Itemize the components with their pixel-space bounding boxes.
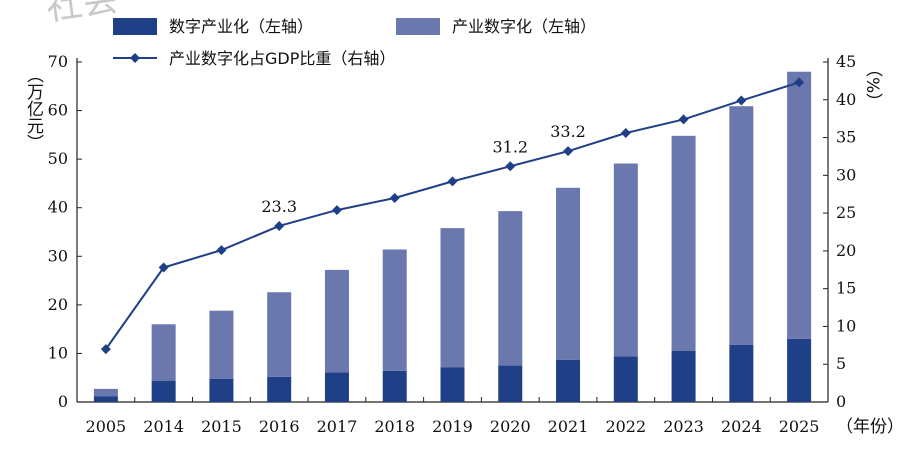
bar-digital-industrialization <box>209 378 234 402</box>
legend-label-digital-industrialization: 数字产业化（左轴） <box>169 17 313 36</box>
gdp-share-marker <box>100 344 111 355</box>
left-axis-unit-label: （万亿元） <box>23 66 44 151</box>
bar-digital-industrialization <box>93 396 118 402</box>
right-tick-label: 45 <box>836 52 856 71</box>
left-tick-label: 0 <box>58 392 68 411</box>
x-tick-label: 2023 <box>663 417 704 436</box>
left-tick-label: 30 <box>48 246 68 265</box>
bar-digital-industrialization <box>324 372 349 402</box>
bar-industrial-digitization <box>151 324 176 381</box>
bar-industrial-digitization <box>267 292 292 377</box>
left-tick-label: 70 <box>48 52 68 71</box>
right-tick-label: 15 <box>836 279 856 298</box>
gdp-share-marker <box>678 114 689 125</box>
data-labels-group: 23.3 31.2 33.2 <box>261 122 585 216</box>
gdp-share-marker <box>331 205 342 216</box>
x-tick-label: 2017 <box>317 417 358 436</box>
legend-label-gdp-share: 产业数字化占GDP比重（右轴） <box>169 49 395 68</box>
x-tick-label: 2025 <box>779 417 820 436</box>
x-axis-unit-label: （年份） <box>836 417 904 437</box>
gdp-share-marker <box>794 77 805 88</box>
bar-digital-industrialization <box>267 376 292 402</box>
legend-label-industrial-digitization: 产业数字化（左轴） <box>452 17 596 36</box>
watermark-text: 社会 <box>44 0 121 29</box>
bar-digital-industrialization <box>671 351 696 402</box>
bar-industrial-digitization <box>729 106 754 345</box>
gdp-share-marker <box>563 146 574 157</box>
right-tick-label: 20 <box>836 241 856 260</box>
right-tick-label: 35 <box>836 128 856 147</box>
gdp-share-marker <box>158 262 169 273</box>
bar-digital-industrialization <box>729 344 754 402</box>
bar-digital-industrialization <box>440 367 465 402</box>
gdp-share-marker <box>447 176 458 187</box>
data-label: 23.3 <box>261 197 297 216</box>
watermark: 社会 <box>44 0 121 29</box>
gdp-share-marker <box>274 220 285 231</box>
right-tick-label: 5 <box>836 354 846 373</box>
bars-group <box>93 71 812 402</box>
left-tick-label: 20 <box>48 295 68 314</box>
line-series-group <box>100 77 805 355</box>
bar-industrial-digitization <box>382 249 407 371</box>
bar-digital-industrialization <box>498 365 523 402</box>
bar-digital-industrialization <box>151 380 176 402</box>
legend-swatch-digital-industrialization <box>113 18 157 35</box>
x-tick-label: 2018 <box>374 417 415 436</box>
x-tick-label: 2016 <box>259 417 300 436</box>
gdp-share-marker <box>620 128 631 139</box>
gdp-share-marker <box>736 95 747 106</box>
bar-industrial-digitization <box>613 163 638 357</box>
x-tick-label: 2022 <box>605 417 646 436</box>
left-tick-label: 50 <box>48 149 68 168</box>
right-tick-label: 0 <box>836 392 846 411</box>
right-axis-unit-label: （%） <box>862 60 883 110</box>
x-tick-label: 2019 <box>432 417 473 436</box>
x-tick-label: 2014 <box>143 417 184 436</box>
gdp-share-marker <box>389 193 400 203</box>
bar-industrial-digitization <box>787 71 812 339</box>
gdp-share-marker <box>505 161 516 172</box>
bar-industrial-digitization <box>324 269 349 373</box>
data-label: 31.2 <box>492 137 528 156</box>
x-tick-label: 2024 <box>721 417 762 436</box>
legend-marker-gdp-share <box>130 53 140 63</box>
bar-digital-industrialization <box>556 359 581 402</box>
left-tick-label: 40 <box>48 198 68 217</box>
bar-industrial-digitization <box>209 310 234 379</box>
x-tick-label: 2021 <box>548 417 589 436</box>
legend: 数字产业化（左轴） 产业数字化（左轴） 产业数字化占GDP比重（右轴） <box>113 17 596 68</box>
bar-industrial-digitization <box>93 388 118 397</box>
x-tick-label: 2020 <box>490 417 531 436</box>
x-tick-label: 2005 <box>86 417 127 436</box>
bar-digital-industrialization <box>382 370 407 402</box>
gdp-share-marker <box>216 245 227 256</box>
bar-digital-industrialization <box>613 356 638 402</box>
right-tick-label: 40 <box>836 90 856 109</box>
bar-digital-industrialization <box>787 338 812 402</box>
right-tick-label: 25 <box>836 203 856 222</box>
bar-industrial-digitization <box>498 211 523 366</box>
right-tick-label: 30 <box>836 165 856 184</box>
bar-industrial-digitization <box>440 228 465 368</box>
right-tick-label: 10 <box>836 316 856 335</box>
bar-industrial-digitization <box>671 135 696 351</box>
left-tick-label: 10 <box>48 343 68 362</box>
legend-swatch-industrial-digitization <box>396 18 440 35</box>
left-tick-label: 60 <box>48 101 68 120</box>
x-tick-label: 2015 <box>201 417 242 436</box>
data-label: 33.2 <box>550 122 586 141</box>
bar-industrial-digitization <box>556 187 581 360</box>
